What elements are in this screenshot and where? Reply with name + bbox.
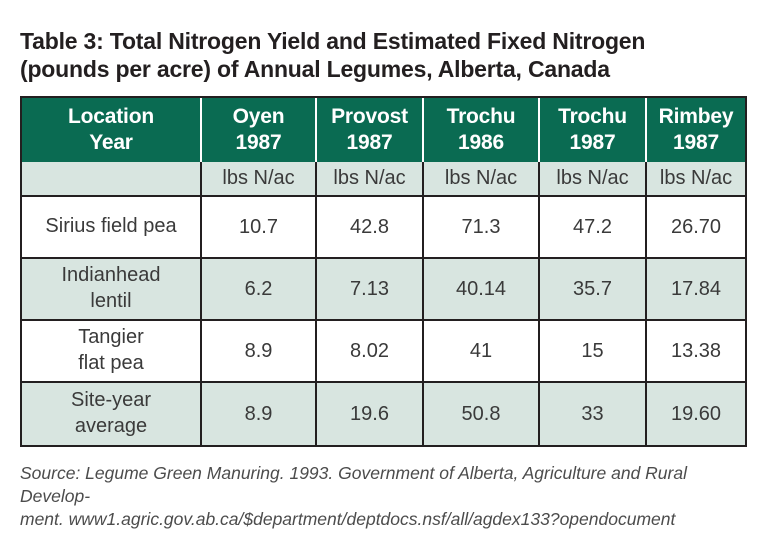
value-cell: 42.8 bbox=[317, 197, 424, 259]
value-cell: 19.6 bbox=[317, 383, 424, 445]
header-cell-trochu-1986: Trochu 1986 bbox=[424, 98, 540, 162]
units-cell: lbs N/ac bbox=[424, 162, 540, 197]
header-cell-rimbey-1987: Rimbey 1987 bbox=[647, 98, 745, 162]
value-cell: 8.9 bbox=[202, 321, 317, 383]
page-title: Table 3: Total Nitrogen Yield and Estima… bbox=[20, 27, 748, 83]
row-label: Tangier flat pea bbox=[22, 321, 202, 383]
value-cell: 10.7 bbox=[202, 197, 317, 259]
page-title-line-1: Table 3: Total Nitrogen Yield and Estima… bbox=[20, 28, 646, 54]
page-title-line-2: (pounds per acre) of Annual Legumes, Alb… bbox=[20, 56, 610, 82]
units-cell: lbs N/ac bbox=[647, 162, 745, 197]
units-row: lbs N/ac lbs N/ac lbs N/ac lbs N/ac lbs … bbox=[22, 162, 745, 197]
value-cell: 35.7 bbox=[540, 259, 647, 321]
value-cell: 47.2 bbox=[540, 197, 647, 259]
value-cell: 50.8 bbox=[424, 383, 540, 445]
value-cell: 17.84 bbox=[647, 259, 745, 321]
row-label: Indianhead lentil bbox=[22, 259, 202, 321]
header-cell-oyen-1987: Oyen 1987 bbox=[202, 98, 317, 162]
table-row-site-year-average: Site-year average 8.9 19.6 50.8 33 19.60 bbox=[22, 383, 745, 445]
row-label: Sirius field pea bbox=[22, 197, 202, 259]
units-cell-empty bbox=[22, 162, 202, 197]
value-cell: 13.38 bbox=[647, 321, 745, 383]
source-line-2: ment. www1.agric.gov.ab.ca/$department/d… bbox=[20, 509, 676, 529]
table-row-indianhead-lentil: Indianhead lentil 6.2 7.13 40.14 35.7 17… bbox=[22, 259, 745, 321]
value-cell: 7.13 bbox=[317, 259, 424, 321]
units-cell: lbs N/ac bbox=[540, 162, 647, 197]
nitrogen-yield-table: Location Year Oyen 1987 Provost 1987 Tro… bbox=[20, 96, 747, 447]
value-cell: 8.02 bbox=[317, 321, 424, 383]
units-cell: lbs N/ac bbox=[317, 162, 424, 197]
value-cell: 33 bbox=[540, 383, 647, 445]
table-row-sirius-field-pea: Sirius field pea 10.7 42.8 71.3 47.2 26.… bbox=[22, 197, 745, 259]
source-line-1: Source: Legume Green Manuring. 1993. Gov… bbox=[20, 463, 687, 506]
value-cell: 40.14 bbox=[424, 259, 540, 321]
row-label: Site-year average bbox=[22, 383, 202, 445]
header-cell-provost-1987: Provost 1987 bbox=[317, 98, 424, 162]
table-header-row: Location Year Oyen 1987 Provost 1987 Tro… bbox=[22, 98, 745, 162]
table-row-tangier-flat-pea: Tangier flat pea 8.9 8.02 41 15 13.38 bbox=[22, 321, 745, 383]
header-cell-trochu-1987: Trochu 1987 bbox=[540, 98, 647, 162]
value-cell: 8.9 bbox=[202, 383, 317, 445]
value-cell: 71.3 bbox=[424, 197, 540, 259]
source-citation: Source: Legume Green Manuring. 1993. Gov… bbox=[20, 462, 748, 531]
value-cell: 41 bbox=[424, 321, 540, 383]
value-cell: 19.60 bbox=[647, 383, 745, 445]
value-cell: 26.70 bbox=[647, 197, 745, 259]
value-cell: 15 bbox=[540, 321, 647, 383]
units-cell: lbs N/ac bbox=[202, 162, 317, 197]
value-cell: 6.2 bbox=[202, 259, 317, 321]
header-cell-location-year: Location Year bbox=[22, 98, 202, 162]
